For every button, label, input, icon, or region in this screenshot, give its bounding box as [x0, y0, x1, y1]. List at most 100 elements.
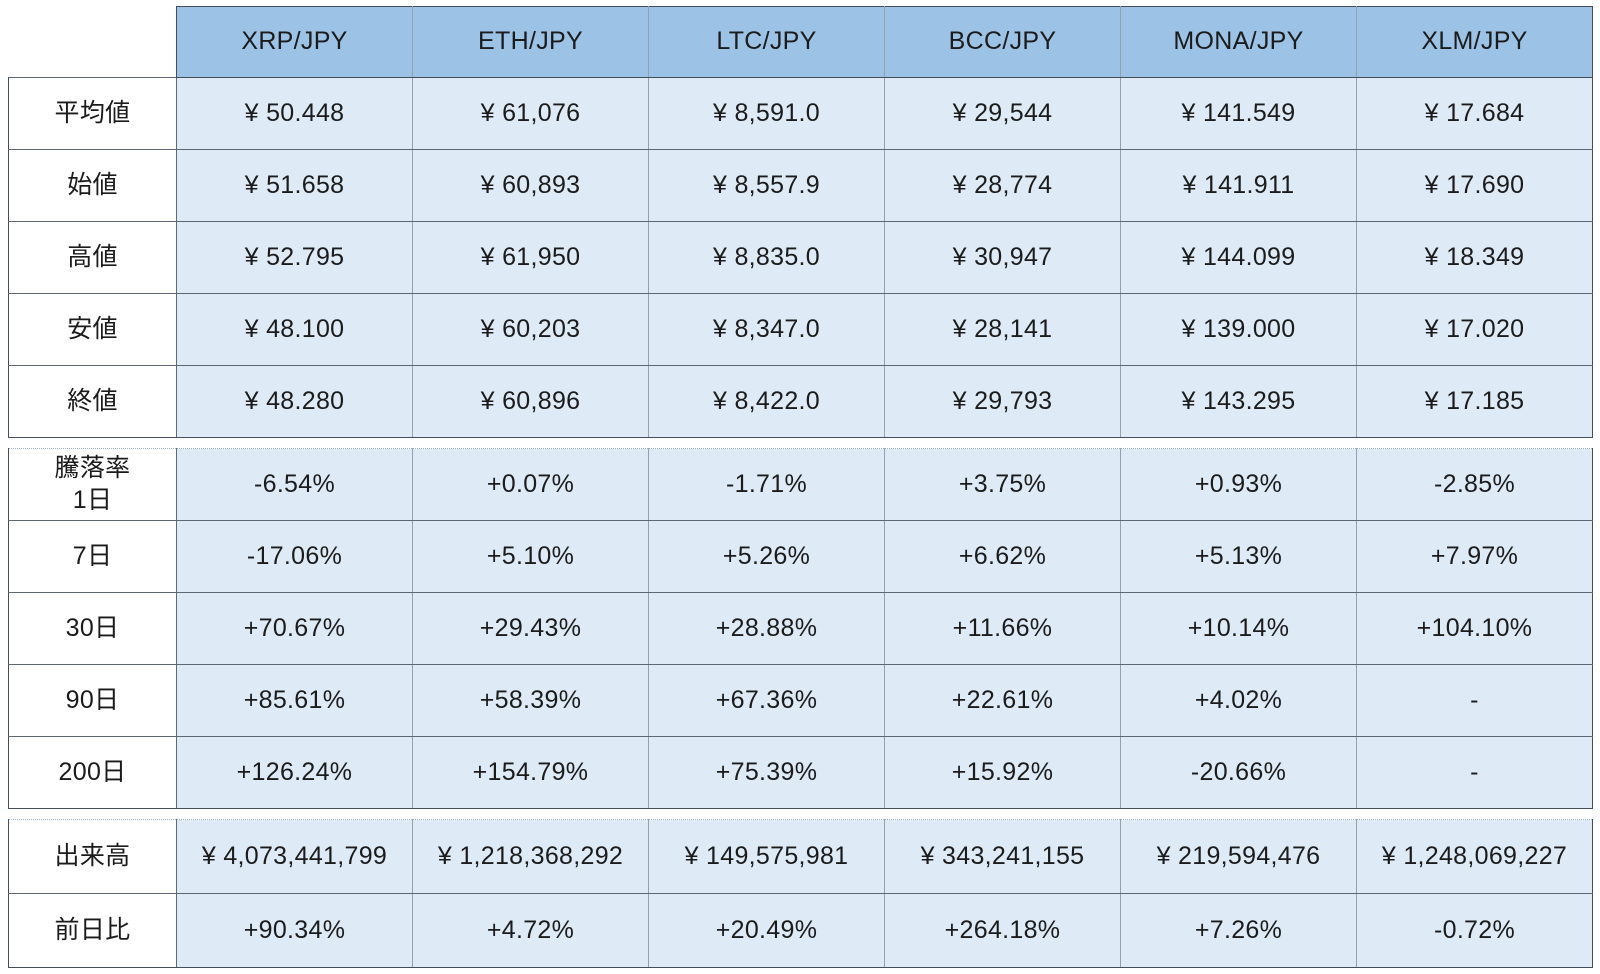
- value-cell: ¥ 17.020: [1356, 293, 1593, 366]
- value-cell: -1.71%: [648, 448, 885, 521]
- value-cell: ¥ 141.549: [1120, 77, 1357, 150]
- value-cell: ¥ 4,073,441,799: [176, 819, 413, 894]
- row-label: 高値: [8, 221, 177, 294]
- value-cell: ¥ 29,544: [884, 77, 1121, 150]
- value-cell: ¥ 18.349: [1356, 221, 1593, 294]
- value-cell: +5.10%: [412, 520, 649, 593]
- value-cell: +75.39%: [648, 736, 885, 809]
- value-cell: +90.34%: [176, 893, 413, 968]
- value-cell: +15.92%: [884, 736, 1121, 809]
- value-cell: +85.61%: [176, 664, 413, 737]
- column-header-eth-jpy: ETH/JPY: [412, 6, 649, 78]
- value-cell: +3.75%: [884, 448, 1121, 521]
- value-cell: ¥ 61,950: [412, 221, 649, 294]
- value-cell: ¥ 29,793: [884, 365, 1121, 438]
- value-cell: ¥ 60,896: [412, 365, 649, 438]
- value-cell: +7.97%: [1356, 520, 1593, 593]
- value-cell: ¥ 48.280: [176, 365, 413, 438]
- value-cell: +29.43%: [412, 592, 649, 665]
- column-header-bcc-jpy: BCC/JPY: [884, 6, 1121, 78]
- row-label: 騰落率 1日: [8, 448, 177, 521]
- row-label: 7日: [8, 520, 177, 593]
- column-header-ltc-jpy: LTC/JPY: [648, 6, 885, 78]
- volume-table: 出来高 ¥ 4,073,441,799 ¥ 1,218,368,292 ¥ 149,5…: [8, 819, 1593, 968]
- value-cell: ¥ 8,835.0: [648, 221, 885, 294]
- value-cell: -: [1356, 736, 1593, 809]
- table-row: 30日 +70.67% +29.43% +28.88% +11.66% +10.14% +1…: [8, 592, 1593, 665]
- value-cell: ¥ 17.690: [1356, 149, 1593, 222]
- column-header-mona-jpy: MONA/JPY: [1120, 6, 1357, 78]
- value-cell: ¥ 143.295: [1120, 365, 1357, 438]
- value-cell: +11.66%: [884, 592, 1121, 665]
- row-label: 30日: [8, 592, 177, 665]
- value-cell: +264.18%: [884, 893, 1121, 968]
- value-cell: +10.14%: [1120, 592, 1357, 665]
- value-cell: ¥ 28,141: [884, 293, 1121, 366]
- row-label: 200日: [8, 736, 177, 809]
- table-row: 出来高 ¥ 4,073,441,799 ¥ 1,218,368,292 ¥ 149,5…: [8, 819, 1593, 894]
- table-row: 前日比 +90.34% +4.72% +20.49% +264.18% +7.26% -0.…: [8, 893, 1593, 968]
- row-label: 前日比: [8, 893, 177, 968]
- column-header-xrp-jpy: XRP/JPY: [176, 6, 413, 78]
- change-rate-table: 騰落率 1日 -6.54% +0.07% -1.71% +3.75% +0.93% -2.8…: [8, 448, 1593, 809]
- row-label: 平均値: [8, 77, 177, 150]
- value-cell: +0.07%: [412, 448, 649, 521]
- corner-cell: [9, 7, 177, 78]
- table-row: 高値 ¥ 52.795 ¥ 61,950 ¥ 8,835.0 ¥ 30,947 ¥ 144…: [8, 221, 1593, 294]
- table-row: 騰落率 1日 -6.54% +0.07% -1.71% +3.75% +0.93% -2.8…: [8, 448, 1593, 521]
- table-row: 7日 -17.06% +5.10% +5.26% +6.62% +5.13% +7.97%: [8, 520, 1593, 593]
- header-row: XRP/JPY ETH/JPY LTC/JPY BCC/JPY MONA/JPY…: [9, 6, 1593, 78]
- value-cell: +5.13%: [1120, 520, 1357, 593]
- value-cell: ¥ 8,591.0: [648, 77, 885, 150]
- value-cell: +4.02%: [1120, 664, 1357, 737]
- value-cell: ¥ 1,248,069,227: [1356, 819, 1593, 894]
- value-cell: +28.88%: [648, 592, 885, 665]
- column-header-xlm-jpy: XLM/JPY: [1356, 6, 1593, 78]
- value-cell: ¥ 141.911: [1120, 149, 1357, 222]
- value-cell: ¥ 219,594,476: [1120, 819, 1357, 894]
- value-cell: ¥ 149,575,981: [648, 819, 885, 894]
- value-cell: ¥ 52.795: [176, 221, 413, 294]
- value-cell: +4.72%: [412, 893, 649, 968]
- value-cell: ¥ 50.448: [176, 77, 413, 150]
- table-row: 90日 +85.61% +58.39% +67.36% +22.61% +4.02% -: [8, 664, 1593, 737]
- value-cell: ¥ 17.684: [1356, 77, 1593, 150]
- value-cell: +58.39%: [412, 664, 649, 737]
- value-cell: -20.66%: [1120, 736, 1357, 809]
- row-label: 出来高: [8, 819, 177, 894]
- value-cell: ¥ 48.100: [176, 293, 413, 366]
- value-cell: +67.36%: [648, 664, 885, 737]
- table-row: 200日 +126.24% +154.79% +75.39% +15.92% -20.66…: [8, 736, 1593, 809]
- row-label: 安値: [8, 293, 177, 366]
- value-cell: ¥ 51.658: [176, 149, 413, 222]
- value-cell: +104.10%: [1356, 592, 1593, 665]
- value-cell: +22.61%: [884, 664, 1121, 737]
- value-cell: -: [1356, 664, 1593, 737]
- row-label: 始値: [8, 149, 177, 222]
- row-label: 終値: [8, 365, 177, 438]
- price-table: XRP/JPY ETH/JPY LTC/JPY BCC/JPY MONA/JPY…: [8, 6, 1593, 438]
- value-cell: -2.85%: [1356, 448, 1593, 521]
- value-cell: +5.26%: [648, 520, 885, 593]
- value-cell: ¥ 60,893: [412, 149, 649, 222]
- value-cell: ¥ 8,347.0: [648, 293, 885, 366]
- value-cell: +20.49%: [648, 893, 885, 968]
- value-cell: +0.93%: [1120, 448, 1357, 521]
- value-cell: +7.26%: [1120, 893, 1357, 968]
- row-label: 90日: [8, 664, 177, 737]
- value-cell: ¥ 61,076: [412, 77, 649, 150]
- value-cell: -0.72%: [1356, 893, 1593, 968]
- table-row: 終値 ¥ 48.280 ¥ 60,896 ¥ 8,422.0 ¥ 29,793 ¥ 143…: [8, 365, 1593, 438]
- value-cell: ¥ 8,422.0: [648, 365, 885, 438]
- value-cell: ¥ 30,947: [884, 221, 1121, 294]
- table-row: 平均値 ¥ 50.448 ¥ 61,076 ¥ 8,591.0 ¥ 29,544 ¥ 14…: [8, 77, 1593, 150]
- value-cell: +70.67%: [176, 592, 413, 665]
- table-row: 安値 ¥ 48.100 ¥ 60,203 ¥ 8,347.0 ¥ 28,141 ¥ 139…: [8, 293, 1593, 366]
- value-cell: -6.54%: [176, 448, 413, 521]
- value-cell: +126.24%: [176, 736, 413, 809]
- value-cell: +6.62%: [884, 520, 1121, 593]
- table-row: 始値 ¥ 51.658 ¥ 60,893 ¥ 8,557.9 ¥ 28,774 ¥ 141…: [8, 149, 1593, 222]
- value-cell: ¥ 144.099: [1120, 221, 1357, 294]
- value-cell: ¥ 17.185: [1356, 365, 1593, 438]
